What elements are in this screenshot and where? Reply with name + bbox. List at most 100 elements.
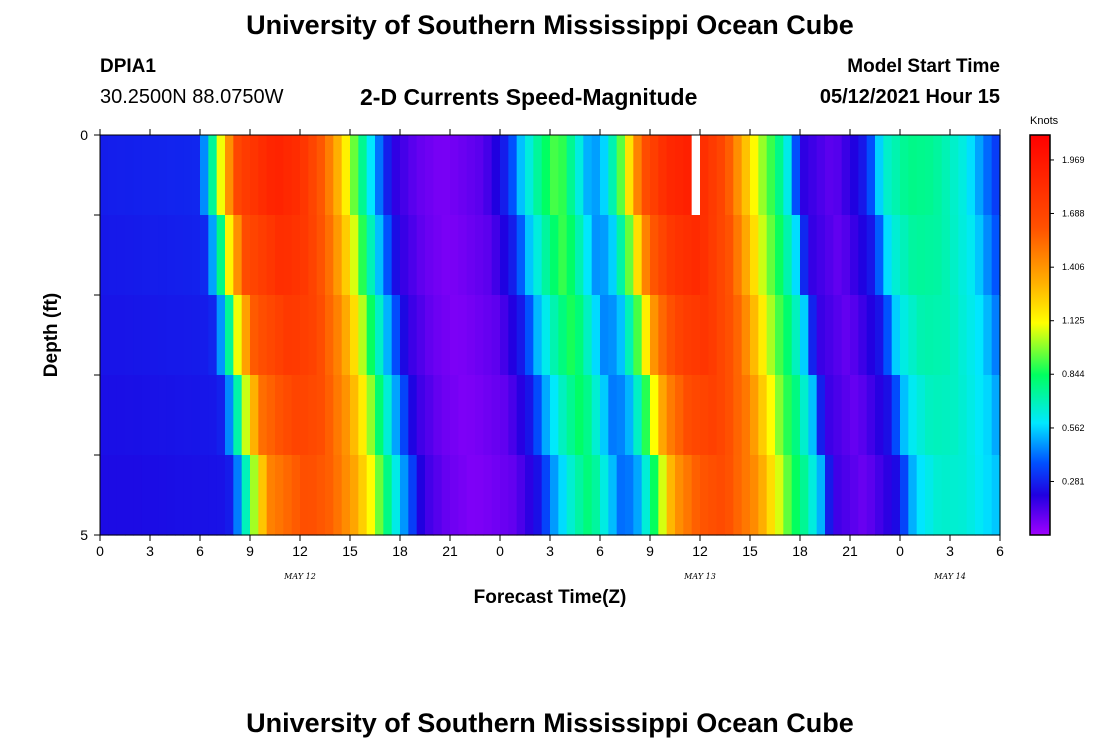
heatmap-cell (916, 135, 926, 216)
heatmap-cell (366, 455, 376, 536)
heatmap-cell (908, 375, 918, 456)
heatmap-cell (100, 295, 109, 376)
heatmap-cell (975, 295, 984, 376)
heatmap-cell (175, 455, 184, 536)
heatmap-cell (875, 295, 884, 376)
heatmap-cell (466, 375, 476, 456)
heatmap-cell (300, 215, 309, 296)
heatmap-cell (758, 375, 768, 456)
heatmap-cell (233, 375, 243, 456)
heatmap-cell (783, 295, 793, 376)
heatmap-cell (316, 295, 326, 376)
heatmap-cell (183, 375, 193, 456)
heatmap-cell (575, 135, 584, 216)
heatmap-cell (666, 135, 676, 216)
heatmap-cell (933, 295, 943, 376)
heatmap-cell (566, 295, 576, 376)
heatmap-cell (750, 375, 759, 456)
x-tick-label: 12 (292, 543, 308, 559)
heatmap-cell (341, 375, 351, 456)
heatmap-cell (875, 215, 884, 296)
heatmap-cell (666, 215, 676, 296)
heatmap-cell (108, 295, 118, 376)
heatmap-cell (191, 215, 201, 296)
heatmap-cell (750, 455, 759, 536)
heatmap-cell (508, 455, 518, 536)
heatmap-cell (450, 215, 459, 296)
heatmap-cell (825, 455, 834, 536)
heatmap-cell (925, 375, 934, 456)
heatmap-cell (825, 135, 834, 216)
heatmap-cell (683, 295, 693, 376)
heatmap-cell (808, 455, 818, 536)
heatmap-cell (291, 455, 301, 536)
heatmap-cell (275, 375, 284, 456)
heatmap-cell (333, 215, 343, 296)
heatmap-cell (941, 375, 951, 456)
heatmap-cell (158, 375, 168, 456)
heatmap-cell (466, 135, 476, 216)
heatmap-cell (383, 295, 393, 376)
heatmap-cell (750, 215, 759, 296)
heatmap-cell (350, 295, 359, 376)
heatmap-cell (200, 375, 209, 456)
heatmap-cell (941, 135, 951, 216)
heatmap-cell (566, 135, 576, 216)
x-tick-label: 9 (246, 543, 254, 559)
heatmap-cell (133, 375, 143, 456)
heatmap-cell (950, 215, 959, 296)
heatmap-cell (841, 215, 851, 296)
heatmap-cell (825, 295, 834, 376)
heatmap-cell (366, 135, 376, 216)
heatmap-cell (608, 455, 618, 536)
heatmap-cell (591, 455, 601, 536)
heatmap-cell (441, 295, 451, 376)
heatmap-cell (833, 455, 843, 536)
heatmap-cell (600, 135, 609, 216)
heatmap-cell (850, 135, 859, 216)
heatmap-cell (466, 455, 476, 536)
heatmap-cell (325, 135, 334, 216)
heatmap-cell (491, 295, 501, 376)
heatmap-cell (266, 375, 276, 456)
heatmap-cell (925, 295, 934, 376)
heatmap-cell (808, 215, 818, 296)
heatmap-cell (358, 215, 368, 296)
heatmap-cell (183, 455, 193, 536)
heatmap-cell (241, 455, 251, 536)
heatmap-cell (675, 295, 684, 376)
heatmap-cell (708, 135, 718, 216)
heatmap-cell (975, 375, 984, 456)
heatmap-cell (258, 295, 268, 376)
heatmap-cell (766, 295, 776, 376)
heatmap-cell (650, 215, 659, 296)
heatmap-cell (341, 455, 351, 536)
heatmap-cell (400, 215, 409, 296)
heatmap-cell (233, 135, 243, 216)
heatmap-cell (891, 375, 901, 456)
heatmap-cell (391, 215, 401, 296)
colorbar-units: Knots (1030, 115, 1059, 127)
heatmap-cell (308, 295, 318, 376)
heatmap-cell (241, 215, 251, 296)
heatmap-cell (900, 295, 909, 376)
heatmap-cell (316, 215, 326, 296)
heatmap-cell (350, 455, 359, 536)
heatmap-cell (908, 215, 918, 296)
heatmap-cell (800, 455, 809, 536)
heatmap-cell (341, 135, 351, 216)
heatmap-cell (816, 295, 826, 376)
heatmap-cell (575, 295, 584, 376)
heatmap-cell (725, 295, 734, 376)
heatmap-cell (400, 455, 409, 536)
heatmap-cell (616, 215, 626, 296)
heatmap-cell (441, 375, 451, 456)
heatmap-cell (116, 375, 126, 456)
heatmap-cell (950, 135, 959, 216)
heatmap-cell (125, 135, 134, 216)
heatmap-cell (116, 215, 126, 296)
heatmap-cell (933, 455, 943, 536)
heatmap-cell (816, 375, 826, 456)
heatmap-cell (566, 375, 576, 456)
heatmap-cell (450, 135, 459, 216)
